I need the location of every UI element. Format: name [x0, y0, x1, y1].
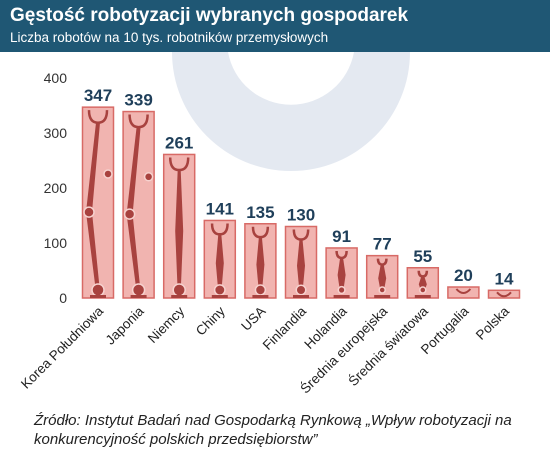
x-tick-label: Korea Południowa [18, 303, 106, 391]
robot-arm-icon [251, 226, 270, 298]
bar-value-label: 261 [165, 133, 193, 152]
x-tick-label: Niemcy [145, 303, 188, 346]
bar [406, 267, 440, 299]
y-tick-label: 400 [44, 70, 68, 86]
robot-arm-icon [168, 157, 190, 298]
bar-value-label: 14 [495, 269, 514, 288]
bar-value-label: 141 [206, 199, 234, 218]
bar-value-label: 135 [246, 203, 274, 222]
robot-arm-icon [123, 114, 154, 298]
bar [244, 223, 277, 299]
bar [325, 247, 358, 299]
y-tick-label: 100 [44, 235, 68, 251]
robot-arm-icon [333, 250, 350, 298]
y-tick-label: 300 [44, 125, 68, 141]
bar [122, 110, 155, 299]
robot-arm-icon [374, 258, 391, 298]
robot-arm-icon [455, 288, 472, 294]
bar [162, 153, 196, 299]
bar-value-label: 91 [332, 227, 351, 246]
chart-title: Gęstość robotyzacji wybranych gospodarek [10, 5, 409, 26]
watermark-logo [172, 52, 410, 171]
source-note: Źródło: Instytut Badań nad Gospodarką Ry… [34, 412, 512, 448]
value-labels-layer: 347 339 261 141 135 130 91 77 55 20 14 [84, 86, 514, 288]
bar [365, 254, 399, 299]
bar [81, 106, 115, 299]
bar-value-label: 130 [287, 206, 315, 225]
chart-header: Gęstość robotyzacji wybranych gospodarek… [0, 0, 550, 52]
bar-value-label: 77 [373, 235, 392, 254]
bar-value-label: 347 [84, 86, 112, 105]
bar-value-label: 20 [454, 266, 473, 285]
bar [203, 219, 237, 299]
robot-arm-icon [496, 291, 512, 298]
x-tick-label: Polska [473, 303, 513, 343]
bars-layer [81, 106, 521, 299]
y-axis: 0 100 200 300 400 [44, 70, 68, 306]
robot-arm-icon [210, 223, 229, 298]
x-tick-label: Japonia [103, 303, 147, 347]
x-tick-label: USA [238, 304, 268, 334]
robot-arm-icon [292, 229, 310, 298]
robot-arm-icon [83, 110, 113, 298]
chart-subtitle: Liczba robotów na 10 tys. robotników prz… [10, 30, 329, 45]
x-tick-label: Finlandia [260, 303, 310, 353]
x-tick-label: Chiny [193, 303, 228, 338]
robot-arm-icon [414, 270, 431, 298]
bar [447, 286, 480, 299]
bar-value-label: 55 [413, 247, 432, 266]
bar-chart: 0 100 200 300 400 347 339 261 141 135 130 91 77 55 20… [18, 52, 521, 396]
bar [284, 225, 318, 299]
y-tick-label: 200 [44, 180, 68, 196]
bar-value-label: 339 [124, 91, 152, 110]
y-tick-label: 0 [59, 290, 67, 306]
bar [487, 289, 521, 299]
